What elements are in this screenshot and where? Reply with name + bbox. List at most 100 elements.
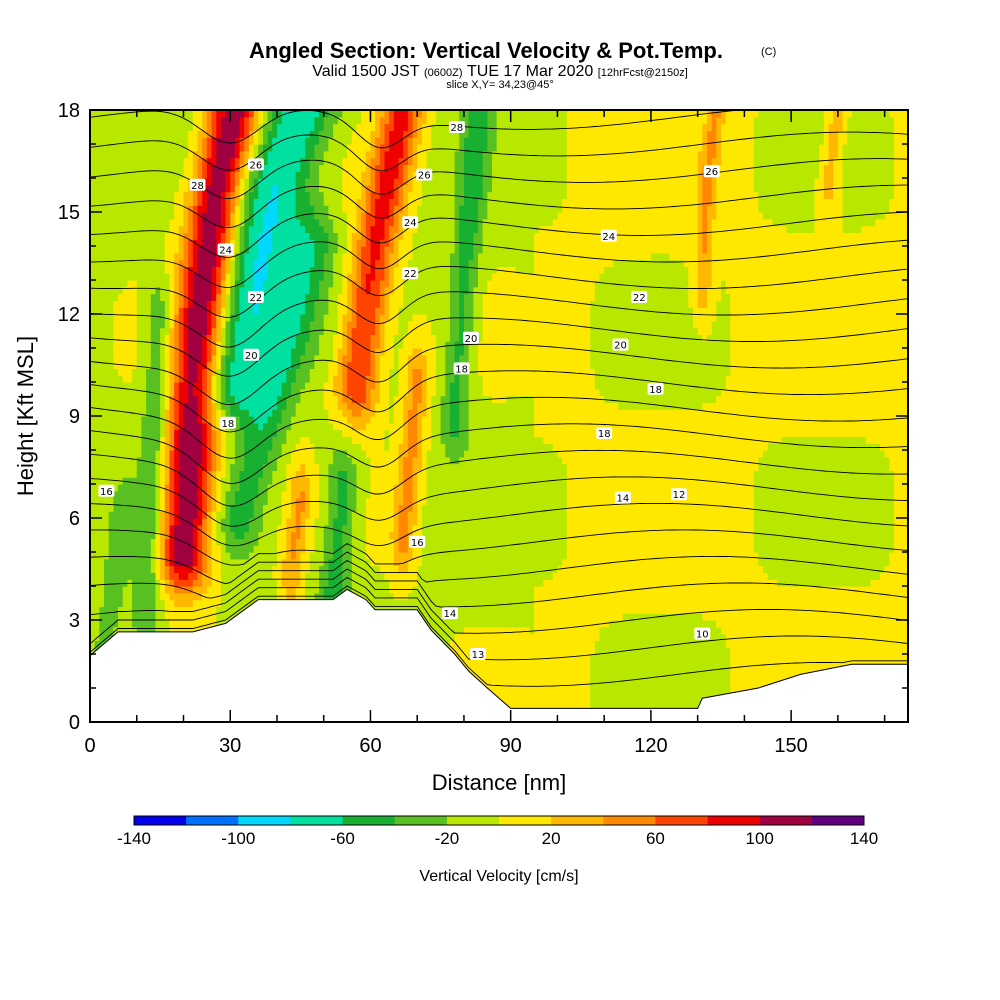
velocity-cell <box>192 382 203 390</box>
velocity-cell <box>337 320 344 329</box>
velocity-cell <box>118 293 138 301</box>
velocity-cell <box>220 436 227 444</box>
velocity-cell <box>211 429 217 437</box>
velocity-cell <box>188 205 194 213</box>
velocity-cell <box>225 110 245 118</box>
velocity-cell <box>197 552 203 560</box>
velocity-cell <box>454 178 465 186</box>
velocity-cell <box>323 225 334 233</box>
velocity-cell <box>697 280 713 288</box>
velocity-cell <box>295 511 301 519</box>
velocity-cell <box>160 293 171 301</box>
velocity-cell <box>496 110 568 118</box>
isotherm-line <box>90 568 908 634</box>
velocity-cell <box>90 334 114 342</box>
velocity-cell <box>225 409 231 417</box>
velocity-cell <box>347 375 367 383</box>
velocity-cell <box>328 144 348 152</box>
velocity-cell <box>169 518 175 526</box>
velocity-cell <box>347 511 353 519</box>
velocity-cell <box>146 402 161 410</box>
velocity-cell <box>174 422 180 431</box>
velocity-cell <box>220 191 227 199</box>
velocity-cell <box>454 198 465 206</box>
velocity-cell <box>150 293 161 301</box>
velocity-cell <box>323 123 334 131</box>
velocity-cell <box>164 497 171 505</box>
velocity-cell <box>889 463 908 471</box>
velocity-cell <box>753 171 820 179</box>
velocity-cell <box>328 239 339 247</box>
velocity-cell <box>225 348 231 356</box>
velocity-cell <box>136 327 152 335</box>
velocity-cell <box>337 327 344 335</box>
velocity-cell <box>136 348 152 356</box>
velocity-cell <box>258 484 269 492</box>
velocity-cell <box>309 266 325 274</box>
velocity-cell <box>342 579 353 587</box>
contour-label-box <box>441 607 458 620</box>
velocity-cell <box>375 198 390 206</box>
velocity-cell <box>398 531 409 539</box>
velocity-cell <box>534 592 908 601</box>
velocity-cell <box>225 429 236 437</box>
velocity-cell <box>192 552 199 560</box>
velocity-cell <box>225 436 236 444</box>
velocity-cell <box>267 490 283 499</box>
velocity-cell <box>716 171 755 179</box>
velocity-cell <box>202 422 208 431</box>
velocity-cell <box>337 504 348 512</box>
velocity-cell <box>468 375 484 383</box>
velocity-cell <box>473 327 484 335</box>
velocity-cell <box>90 497 114 505</box>
velocity-cell <box>398 368 409 376</box>
velocity-cell <box>468 436 545 444</box>
velocity-cell <box>328 246 339 254</box>
velocity-cell <box>389 395 395 403</box>
velocity-cell <box>426 164 456 172</box>
velocity-cell <box>370 477 400 485</box>
velocity-cell <box>192 280 213 288</box>
velocity-cell <box>90 538 110 546</box>
velocity-cell <box>216 266 222 274</box>
velocity-cell <box>403 293 451 301</box>
velocity-cell <box>711 123 717 131</box>
contour-label-box <box>402 216 419 229</box>
velocity-cell <box>202 157 208 165</box>
velocity-cell <box>454 225 460 233</box>
potential-temperature-contours <box>90 110 908 687</box>
velocity-cell <box>692 314 717 322</box>
velocity-cell <box>276 402 287 410</box>
velocity-cell <box>407 558 423 567</box>
velocity-cell <box>267 110 273 118</box>
velocity-cell <box>90 354 114 363</box>
velocity-cell <box>435 681 591 689</box>
velocity-cell <box>328 137 353 145</box>
velocity-cell <box>206 402 213 410</box>
velocity-cell <box>192 586 208 594</box>
velocity-cell <box>150 348 161 356</box>
velocity-cell <box>234 450 245 458</box>
velocity-cell <box>426 150 456 159</box>
velocity-cell <box>384 225 390 233</box>
velocity-cell <box>192 273 213 281</box>
velocity-cell <box>449 429 460 437</box>
velocity-cell <box>482 320 591 329</box>
velocity-cell <box>104 558 152 567</box>
velocity-cell <box>893 538 908 546</box>
velocity-cell <box>225 286 231 295</box>
velocity-cell <box>440 422 451 431</box>
velocity-cell <box>337 490 348 499</box>
velocity-cell <box>707 246 713 254</box>
velocity-cell <box>459 286 470 295</box>
x-tick-label: 90 <box>500 735 522 757</box>
velocity-cell <box>202 402 208 410</box>
velocity-cell <box>566 116 708 125</box>
velocity-cell <box>160 409 166 417</box>
contour-label-box <box>189 178 206 191</box>
velocity-cell <box>216 436 222 444</box>
velocity-cell <box>477 354 591 363</box>
velocity-cell <box>174 443 180 451</box>
velocity-cell <box>286 375 297 383</box>
velocity-cell <box>314 307 329 315</box>
